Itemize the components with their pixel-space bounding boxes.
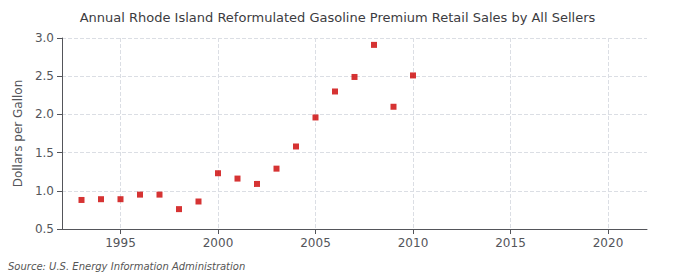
svg-text:3.0: 3.0 bbox=[35, 31, 54, 45]
svg-text:Annual Rhode Island Reformulat: Annual Rhode Island Reformulated Gasolin… bbox=[80, 10, 596, 25]
svg-text:2005: 2005 bbox=[300, 236, 331, 250]
svg-text:2010: 2010 bbox=[398, 236, 429, 250]
svg-text:1995: 1995 bbox=[105, 236, 136, 250]
svg-text:2000: 2000 bbox=[203, 236, 234, 250]
svg-text:2.5: 2.5 bbox=[35, 69, 54, 83]
svg-text:2020: 2020 bbox=[593, 236, 624, 250]
svg-text:2.0: 2.0 bbox=[35, 107, 54, 121]
svg-text:2015: 2015 bbox=[495, 236, 526, 250]
svg-text:1.0: 1.0 bbox=[35, 184, 54, 198]
svg-text:1.5: 1.5 bbox=[35, 146, 54, 160]
svg-text:0.5: 0.5 bbox=[35, 222, 54, 236]
svg-text:Source: U.S. Energy Informatio: Source: U.S. Energy Information Administ… bbox=[8, 261, 245, 272]
svg-text:Dollars per Gallon: Dollars per Gallon bbox=[11, 80, 25, 188]
